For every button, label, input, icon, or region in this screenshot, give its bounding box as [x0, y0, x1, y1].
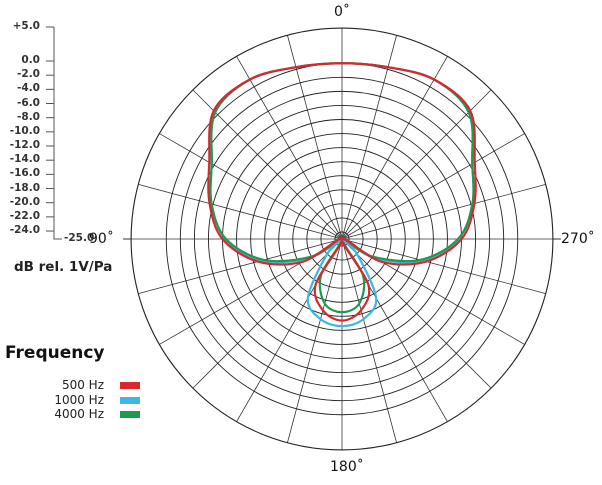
radial-tick-label: -2.0 [17, 68, 40, 81]
angle-label-270: 270˚ [561, 231, 595, 247]
legend-swatch [120, 396, 140, 404]
legend-label: 500 Hz [61, 378, 104, 392]
radial-tick-label: -22.0 [9, 209, 40, 222]
angle-label-90: 90˚ [89, 231, 114, 247]
radial-tick-label: 0.0 [21, 54, 40, 66]
radial-tick-label: -10.0 [9, 124, 40, 137]
radial-tick-label: -18.0 [9, 181, 40, 194]
legend-item: 4000 Hz [20, 407, 140, 423]
radial-tick-label: -16.0 [9, 167, 40, 180]
ring--4 [193, 90, 491, 388]
radial-tick-label: -12.0 [9, 139, 40, 152]
radial-tick-label: -4.0 [17, 82, 40, 95]
ring--2 [179, 76, 505, 402]
ring--12 [250, 147, 434, 331]
series-curve-500-hz [207, 62, 477, 322]
ring--20 [306, 203, 378, 275]
legend-title: Frequency [5, 343, 105, 363]
series-curve-4000-hz [209, 62, 475, 314]
ring--10 [236, 133, 448, 345]
ring--24 [334, 231, 350, 247]
legend-label: 4000 Hz [54, 407, 104, 421]
angle-label-0: 0˚ [334, 4, 350, 20]
radial-tick-label: -20.0 [9, 195, 40, 208]
angle-label-180: 180˚ [330, 459, 364, 475]
radial-tick-label: -14.0 [9, 153, 40, 166]
radial-tick-label: -8.0 [17, 110, 40, 123]
legend-item: 500 Hz [20, 378, 140, 394]
legend-swatch [120, 382, 140, 389]
legend-item: 1000 Hz [20, 393, 140, 409]
ring--16 [278, 175, 406, 303]
radial-tick-label: +5.0 [12, 20, 40, 32]
ring--14 [264, 161, 420, 317]
ring--22 [320, 217, 364, 261]
radial-tick-label: -24.0 [9, 224, 40, 237]
radial-scale-axis [53, 27, 62, 240]
radial-unit-label: dB rel. 1V/Pa [14, 259, 113, 275]
radial-min-label: -25.0 [64, 232, 95, 244]
legend-label: 1000 Hz [54, 392, 104, 407]
legend-swatch [120, 411, 140, 418]
radial-tick-label: -6.0 [17, 96, 40, 109]
ring--6 [207, 104, 477, 374]
ring--18 [292, 189, 392, 289]
